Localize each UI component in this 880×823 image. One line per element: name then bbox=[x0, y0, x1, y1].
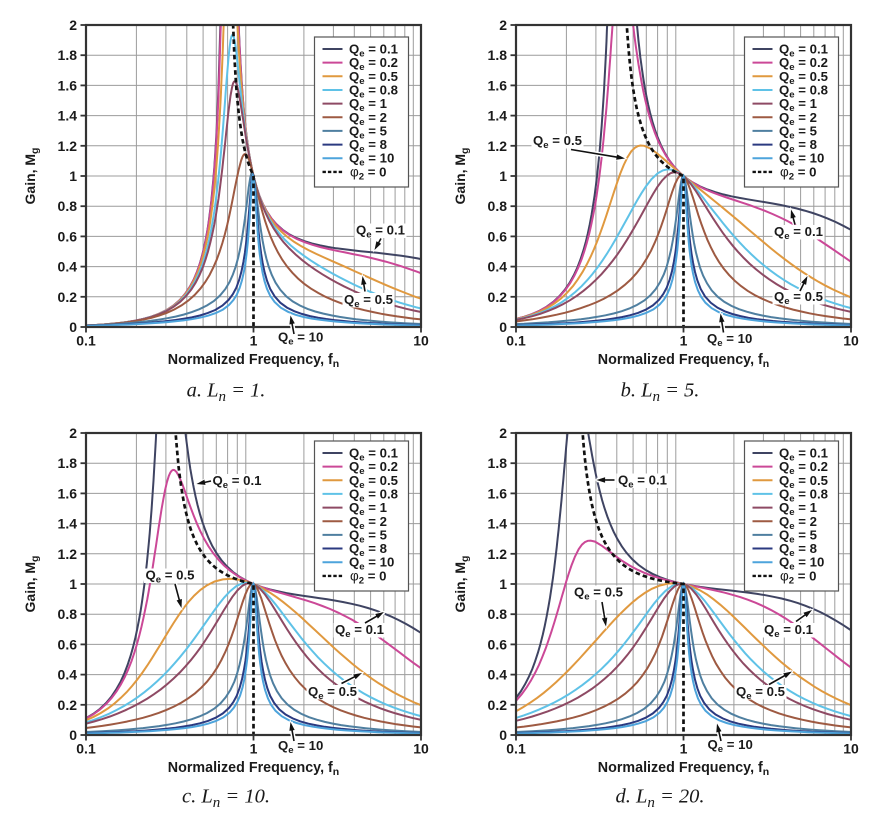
svg-text:1: 1 bbox=[680, 333, 688, 349]
svg-text:Qe = 2: Qe = 2 bbox=[349, 514, 387, 532]
svg-text:0.6: 0.6 bbox=[58, 228, 78, 244]
svg-text:1: 1 bbox=[69, 168, 77, 184]
svg-text:0.1: 0.1 bbox=[506, 741, 526, 757]
svg-text:Qe = 2: Qe = 2 bbox=[779, 110, 817, 128]
svg-text:1: 1 bbox=[250, 741, 258, 757]
svg-text:0.6: 0.6 bbox=[488, 636, 508, 652]
svg-text:Qe = 2: Qe = 2 bbox=[349, 110, 387, 128]
svg-text:Normalized Frequency, fn: Normalized Frequency, fn bbox=[598, 760, 769, 778]
svg-text:Gain, Mg: Gain, Mg bbox=[452, 556, 471, 613]
svg-text:10: 10 bbox=[413, 741, 429, 757]
svg-text:Gain, Mg: Gain, Mg bbox=[452, 148, 471, 205]
svg-text:0.6: 0.6 bbox=[488, 228, 508, 244]
svg-text:Qe = 5: Qe = 5 bbox=[779, 123, 817, 141]
svg-text:1.6: 1.6 bbox=[488, 485, 508, 501]
svg-text:0: 0 bbox=[69, 319, 77, 335]
svg-text:Qe = 1: Qe = 1 bbox=[779, 96, 817, 114]
svg-text:0.8: 0.8 bbox=[58, 606, 78, 622]
svg-text:Gain, Mg: Gain, Mg bbox=[22, 556, 41, 613]
svg-text:2: 2 bbox=[499, 425, 507, 441]
svg-text:Qe = 10: Qe = 10 bbox=[278, 330, 323, 348]
svg-text:0.2: 0.2 bbox=[488, 289, 508, 305]
svg-text:1.4: 1.4 bbox=[58, 108, 78, 124]
svg-text:0.4: 0.4 bbox=[58, 667, 78, 683]
svg-text:Qe = 8: Qe = 8 bbox=[779, 541, 817, 559]
svg-text:2: 2 bbox=[69, 17, 77, 33]
svg-text:1.4: 1.4 bbox=[488, 108, 508, 124]
svg-text:Gain, Mg: Gain, Mg bbox=[22, 148, 41, 205]
svg-text:0.4: 0.4 bbox=[488, 667, 508, 683]
svg-text:2: 2 bbox=[69, 425, 77, 441]
svg-text:1.8: 1.8 bbox=[58, 47, 78, 63]
svg-text:0: 0 bbox=[499, 319, 507, 335]
svg-text:1: 1 bbox=[499, 576, 507, 592]
svg-text:1.8: 1.8 bbox=[58, 455, 78, 471]
svg-text:1.8: 1.8 bbox=[488, 47, 508, 63]
svg-text:Qe = 8: Qe = 8 bbox=[349, 137, 387, 155]
svg-text:Qe = 5: Qe = 5 bbox=[349, 123, 387, 141]
svg-text:b. Ln = 5.: b. Ln = 5. bbox=[621, 380, 700, 406]
svg-text:a. Ln = 1.: a. Ln = 1. bbox=[187, 380, 266, 406]
svg-text:1: 1 bbox=[250, 333, 258, 349]
svg-text:Normalized Frequency, fn: Normalized Frequency, fn bbox=[168, 352, 339, 370]
svg-text:1.6: 1.6 bbox=[488, 77, 508, 93]
svg-text:Normalized Frequency, fn: Normalized Frequency, fn bbox=[598, 352, 769, 370]
svg-text:1.4: 1.4 bbox=[58, 516, 78, 532]
svg-text:0.2: 0.2 bbox=[58, 697, 78, 713]
svg-text:0.6: 0.6 bbox=[58, 636, 78, 652]
svg-text:0.8: 0.8 bbox=[488, 198, 508, 214]
svg-text:Qe = 0.5: Qe = 0.5 bbox=[774, 289, 823, 307]
svg-text:0: 0 bbox=[499, 727, 507, 743]
svg-text:Qe = 2: Qe = 2 bbox=[779, 514, 817, 532]
svg-text:0.8: 0.8 bbox=[488, 606, 508, 622]
svg-text:d. Ln = 20.: d. Ln = 20. bbox=[615, 786, 704, 812]
svg-text:Qe = 1: Qe = 1 bbox=[349, 96, 387, 114]
svg-text:Qe = 8: Qe = 8 bbox=[349, 541, 387, 559]
svg-text:1.2: 1.2 bbox=[488, 138, 508, 154]
svg-text:10: 10 bbox=[843, 333, 859, 349]
svg-text:0.1: 0.1 bbox=[76, 741, 96, 757]
svg-text:Qe = 1: Qe = 1 bbox=[779, 500, 817, 518]
svg-text:1: 1 bbox=[69, 576, 77, 592]
svg-text:1.6: 1.6 bbox=[58, 485, 78, 501]
svg-text:1.4: 1.4 bbox=[488, 516, 508, 532]
svg-text:Qe = 8: Qe = 8 bbox=[779, 137, 817, 155]
svg-text:0.4: 0.4 bbox=[58, 259, 78, 275]
svg-text:1: 1 bbox=[680, 741, 688, 757]
svg-text:Qe = 5: Qe = 5 bbox=[349, 527, 387, 545]
svg-text:0.8: 0.8 bbox=[58, 198, 78, 214]
svg-text:2: 2 bbox=[499, 17, 507, 33]
svg-text:0.1: 0.1 bbox=[76, 333, 96, 349]
svg-text:Qe = 5: Qe = 5 bbox=[779, 527, 817, 545]
svg-text:10: 10 bbox=[413, 333, 429, 349]
svg-text:c. Ln = 10.: c. Ln = 10. bbox=[182, 786, 270, 812]
svg-text:0: 0 bbox=[69, 727, 77, 743]
svg-text:1.2: 1.2 bbox=[488, 546, 508, 562]
svg-text:0.1: 0.1 bbox=[506, 333, 526, 349]
svg-text:0.2: 0.2 bbox=[488, 697, 508, 713]
svg-text:1.2: 1.2 bbox=[58, 546, 78, 562]
svg-text:Normalized Frequency, fn: Normalized Frequency, fn bbox=[168, 760, 339, 778]
svg-text:0.4: 0.4 bbox=[488, 259, 508, 275]
svg-text:10: 10 bbox=[843, 741, 859, 757]
svg-text:1: 1 bbox=[499, 168, 507, 184]
svg-text:0.2: 0.2 bbox=[58, 289, 78, 305]
svg-text:1.2: 1.2 bbox=[58, 138, 78, 154]
svg-text:1.8: 1.8 bbox=[488, 455, 508, 471]
svg-text:Qe = 1: Qe = 1 bbox=[349, 500, 387, 518]
svg-text:1.6: 1.6 bbox=[58, 77, 78, 93]
